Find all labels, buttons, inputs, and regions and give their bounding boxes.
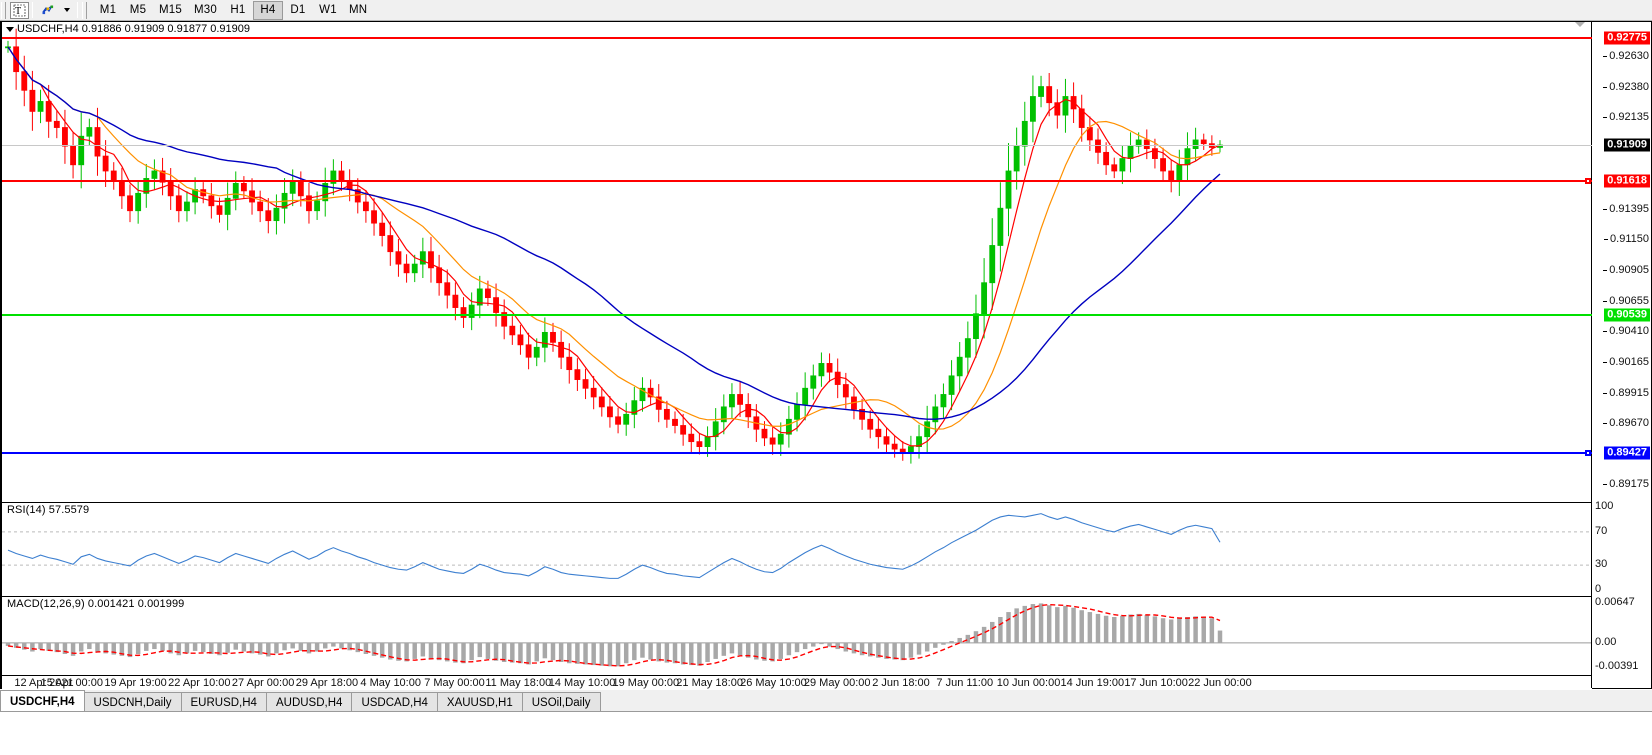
rsi-tick: 30 bbox=[1595, 558, 1608, 571]
chart-tabs: USDCHF,H4 USDCNH,Daily EURUSD,H4 AUDUSD,H4 U… bbox=[0, 690, 601, 712]
chart-tab-bar: USDCHF,H4 USDCNH,Daily EURUSD,H4 AUDUSD,H4 U… bbox=[0, 689, 1652, 755]
rsi-tick: 100 bbox=[1595, 500, 1614, 512]
time-tick: 11 May 18:00 bbox=[485, 677, 552, 689]
time-tick: 27 Apr 00:00 bbox=[231, 677, 295, 689]
timeframe-toolbar-grip[interactable] bbox=[82, 1, 87, 19]
timeframe-h4[interactable]: H4 bbox=[252, 0, 283, 20]
rsi-tick: 0 bbox=[1595, 583, 1602, 595]
time-tick: 17 Jun 10:00 bbox=[1124, 677, 1188, 689]
indicators-icon[interactable] bbox=[36, 1, 60, 20]
rsi-label: RSI(14) 57.5579 bbox=[5, 504, 92, 516]
time-tick: 19 Apr 19:00 bbox=[104, 677, 167, 689]
price-tick: 0.90165 bbox=[1603, 356, 1649, 368]
chart-tab-usdchf[interactable]: USDCHF,H4 bbox=[0, 690, 85, 712]
timeframe-m5[interactable]: M5 bbox=[129, 4, 147, 16]
svg-text:T: T bbox=[15, 6, 21, 17]
timeframe-m15[interactable]: M15 bbox=[159, 4, 182, 16]
price-tick: 0.89670 bbox=[1603, 417, 1649, 429]
price-tick: 0.91150 bbox=[1604, 233, 1649, 245]
current-price-label[interactable]: 0.91909 bbox=[1604, 138, 1650, 152]
price-axis[interactable]: 0.92630 0.92380 0.92135 0.91395 0.91150 0.909… bbox=[1591, 22, 1651, 688]
rsi-line bbox=[2, 513, 1592, 579]
price-pane[interactable]: USDCHF,H4 0.91886 0.91909 0.91877 0.9190… bbox=[2, 22, 1592, 500]
price-tick: 0.90410 bbox=[1603, 325, 1649, 337]
collapse-caret-icon[interactable] bbox=[6, 26, 14, 32]
price-tick: 0.89175 bbox=[1603, 478, 1649, 490]
macd-tick: 0.00647 bbox=[1595, 596, 1635, 608]
time-tick: 14 Jun 19:00 bbox=[1060, 677, 1125, 689]
level-line[interactable] bbox=[2, 145, 1592, 147]
rsi-tick: 70 bbox=[1595, 524, 1608, 537]
timeframe-w1[interactable]: W1 bbox=[319, 4, 337, 16]
timeframe-m1[interactable]: M1 bbox=[99, 4, 117, 16]
price-tick: 0.92135 bbox=[1603, 111, 1649, 123]
time-tick: 15 Apr 00:00 bbox=[40, 677, 103, 689]
chart-tab-usdcad[interactable]: USDCAD,H4 bbox=[351, 692, 438, 712]
time-tick: 21 May 18:00 bbox=[676, 677, 743, 689]
chart-tab-xauusd[interactable]: XAUUSD,H1 bbox=[436, 692, 523, 712]
main-toolbar: T M1 M5 M15 M30 H1 H4 D1 W1 MN bbox=[0, 0, 1652, 21]
timeframe-mn[interactable]: MN bbox=[348, 4, 368, 16]
time-tick: 14 May 10:00 bbox=[548, 677, 616, 689]
time-tick: 4 May 10:00 bbox=[360, 677, 421, 689]
macd-tick: -0.00391 bbox=[1595, 660, 1639, 672]
timeframe-h1[interactable]: H1 bbox=[230, 4, 246, 16]
time-tick: 2 Jun 18:00 bbox=[872, 677, 930, 689]
chart-tab-usdcnh[interactable]: USDCNH,Daily bbox=[83, 692, 182, 712]
price-tick: 0.91395 bbox=[1603, 203, 1649, 215]
timeframe-d1[interactable]: D1 bbox=[290, 4, 306, 16]
time-tick: 19 May 00:00 bbox=[612, 677, 680, 689]
blue-level[interactable]: 0.89427 bbox=[1604, 446, 1650, 460]
toolbar-separator-1 bbox=[32, 2, 33, 18]
text-tool-icon[interactable]: T bbox=[10, 1, 29, 19]
macd-histogram bbox=[2, 603, 1592, 667]
symbol-ohlc-text: USDCHF,H4 0.91886 0.91909 0.91877 0.9190… bbox=[17, 23, 251, 35]
rsi-pane[interactable]: RSI(14) 57.5579 bbox=[2, 502, 1592, 595]
green-level[interactable]: 0.90539 bbox=[1604, 308, 1650, 322]
chart-scroll-indicator-icon[interactable] bbox=[1575, 22, 1585, 27]
price-tick: 0.90905 bbox=[1603, 264, 1649, 276]
level-line[interactable] bbox=[2, 452, 1592, 455]
toolbar-separator-2 bbox=[77, 2, 78, 18]
level-line[interactable] bbox=[2, 180, 1592, 183]
macd-pane[interactable]: MACD(12,26,9) 0.001421 0.001999 bbox=[2, 596, 1592, 674]
chart-tab-usoil[interactable]: USOil,Daily bbox=[521, 692, 601, 712]
macd-label: MACD(12,26,9) 0.001421 0.001999 bbox=[5, 598, 187, 610]
level-line[interactable] bbox=[2, 314, 1592, 317]
level-line[interactable] bbox=[2, 36, 1592, 39]
time-tick: 22 Jun 00:00 bbox=[1188, 677, 1252, 689]
red-level[interactable]: 0.91618 bbox=[1604, 174, 1650, 188]
time-tick: 26 May 10:00 bbox=[740, 677, 807, 689]
indicators-dropdown-icon[interactable] bbox=[60, 1, 74, 20]
price-candles bbox=[5, 28, 1223, 464]
level-line-handle[interactable] bbox=[1585, 178, 1591, 185]
time-axis[interactable]: 12 Apr 2021 15 Apr 00:00 19 Apr 19:00 22 Ap… bbox=[2, 675, 1592, 689]
chart-tab-audusd[interactable]: AUDUSD,H4 bbox=[265, 692, 353, 712]
chart-tab-eurusd[interactable]: EURUSD,H4 bbox=[180, 692, 267, 712]
time-tick: 10 Jun 00:00 bbox=[996, 677, 1061, 689]
time-tick: 7 Jun 11:00 bbox=[936, 677, 994, 689]
chevron-down-icon bbox=[64, 8, 70, 12]
time-tick: 7 May 00:00 bbox=[424, 677, 485, 689]
time-tick: 22 Apr 10:00 bbox=[168, 677, 231, 689]
macd-tick: 0.00 bbox=[1595, 635, 1617, 648]
time-tick: 29 Apr 18:00 bbox=[295, 677, 359, 689]
timeframe-button-group: M1 M5 M15 M30 H1 H4 D1 W1 MN bbox=[93, 0, 373, 20]
time-tick: 29 May 00:00 bbox=[803, 677, 871, 689]
timeframe-m30[interactable]: M30 bbox=[193, 4, 217, 16]
time-tick: 12 Apr 2021 bbox=[14, 677, 74, 689]
price-tick: 0.92380 bbox=[1603, 81, 1649, 93]
toolbar-grip[interactable] bbox=[1, 1, 6, 19]
chart-symbol-header: USDCHF,H4 0.91886 0.91909 0.91877 0.9190… bbox=[2, 23, 250, 35]
price-tick: 0.92630 bbox=[1603, 50, 1649, 62]
level-line-handle[interactable] bbox=[1585, 450, 1591, 457]
price-tick: 0.90655 bbox=[1603, 295, 1649, 307]
price-tick: 0.89915 bbox=[1603, 387, 1649, 399]
resistance-level[interactable]: 0.92775 bbox=[1604, 31, 1650, 45]
chart-area[interactable]: USDCHF,H4 0.91886 0.91909 0.91877 0.9190… bbox=[0, 21, 1652, 689]
tab-content-sheet bbox=[0, 711, 1652, 755]
